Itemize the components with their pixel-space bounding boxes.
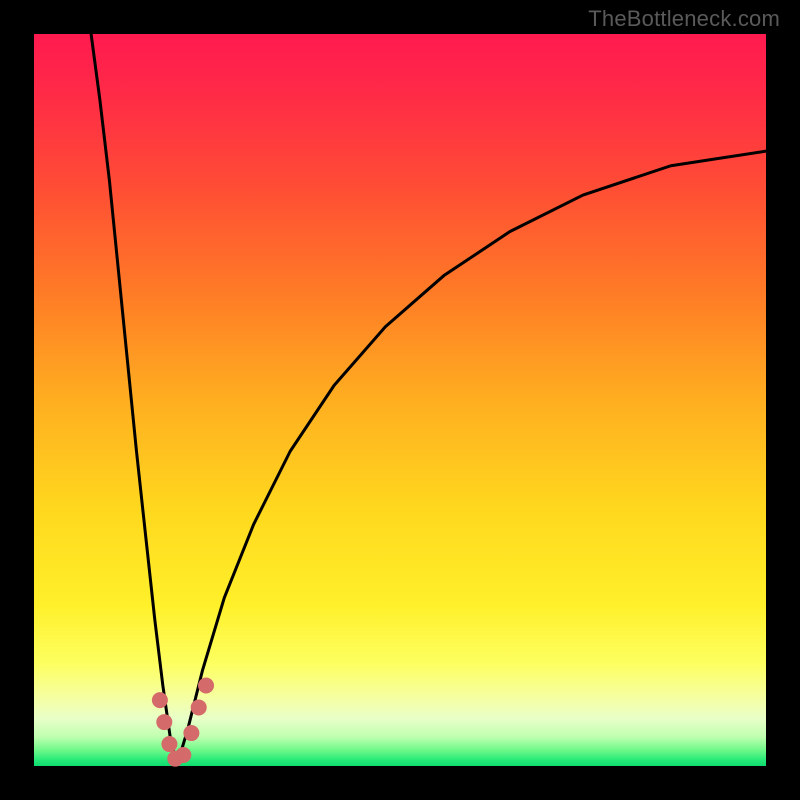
dip-marker xyxy=(156,714,172,730)
dip-marker xyxy=(152,692,168,708)
dip-marker xyxy=(198,677,214,693)
dip-marker xyxy=(191,699,207,715)
dip-marker xyxy=(161,736,177,752)
curve-layer xyxy=(0,0,800,800)
curve-right-branch xyxy=(177,151,766,766)
curve-left-branch xyxy=(91,34,177,766)
dip-marker xyxy=(175,747,191,763)
chart-container: TheBottleneck.com xyxy=(0,0,800,800)
attribution-text: TheBottleneck.com xyxy=(588,6,780,32)
dip-marker xyxy=(183,725,199,741)
